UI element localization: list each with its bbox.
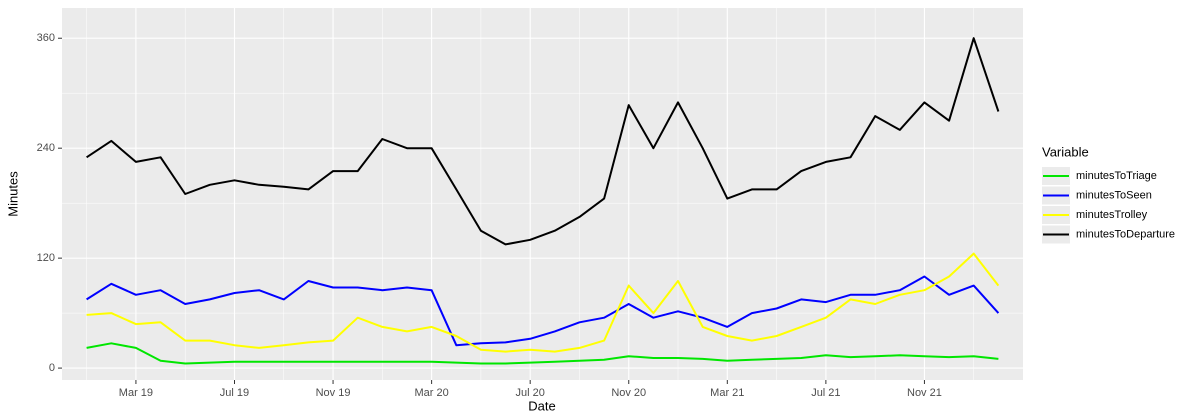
x-tick-label: Mar 21 bbox=[710, 387, 744, 399]
legend-label: minutesTrolley bbox=[1076, 209, 1148, 221]
legend-label: minutesToDeparture bbox=[1076, 228, 1175, 240]
series-line bbox=[86, 252, 1000, 353]
x-tick-label: Nov 21 bbox=[907, 387, 942, 399]
series-line bbox=[86, 275, 1000, 347]
y-tick-label: 240 bbox=[37, 142, 55, 154]
x-tick-label: Mar 20 bbox=[414, 387, 448, 399]
y-tick-label: 0 bbox=[49, 362, 55, 374]
lines bbox=[86, 37, 1000, 365]
plot-panel bbox=[62, 8, 1023, 380]
grid bbox=[62, 8, 1023, 380]
x-tick-label: Mar 19 bbox=[119, 387, 153, 399]
legend-title: Variable bbox=[1042, 144, 1089, 159]
x-tick-label: Nov 19 bbox=[316, 387, 351, 399]
series-line bbox=[86, 342, 999, 365]
y-tick-label: 120 bbox=[37, 252, 55, 264]
x-axis-title: Date bbox=[528, 398, 555, 413]
x-tick-label: Jul 19 bbox=[220, 387, 249, 399]
x-tick-label: Nov 20 bbox=[611, 387, 646, 399]
legend-label: minutesToSeen bbox=[1076, 189, 1152, 201]
y-axis-title: Minutes bbox=[5, 171, 20, 217]
x-tick-label: Jul 21 bbox=[811, 387, 840, 399]
legend: Variable minutesToTriage minutesToSeen min… bbox=[1042, 144, 1175, 244]
y-tick-label: 360 bbox=[37, 32, 55, 44]
x-tick-label: Jul 20 bbox=[515, 387, 544, 399]
legend-label: minutesToTriage bbox=[1076, 170, 1157, 182]
series-line bbox=[86, 37, 1000, 246]
axes: 0 120 240 360 Mar 19 Jul 19 Nov 19 Mar 20 Jul 20… bbox=[37, 32, 942, 399]
